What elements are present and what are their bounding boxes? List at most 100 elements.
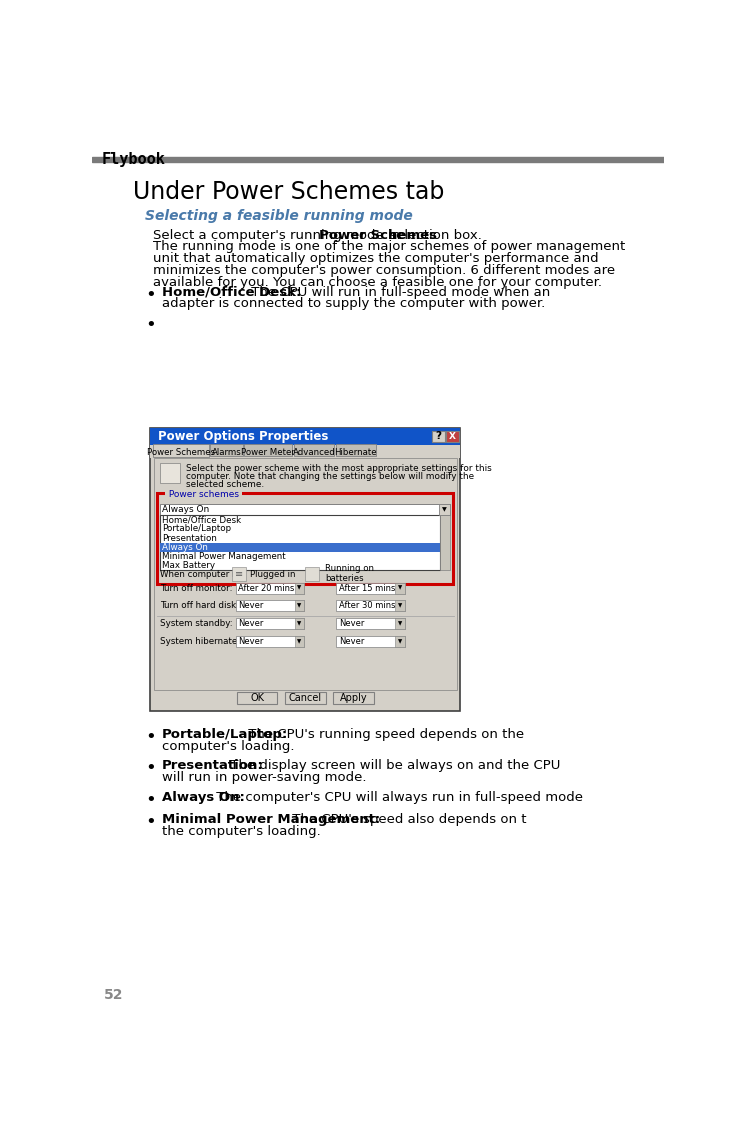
Bar [432, 431, 445, 442]
Bar [159, 543, 441, 552]
Text: computer. Note that changing the settings below will modify the: computer. Note that changing the setting… [186, 472, 474, 482]
Text: the computer's loading.: the computer's loading. [162, 825, 321, 837]
Bar [396, 600, 404, 612]
Bar [154, 458, 457, 690]
Text: unit that automatically optimizes the computer's performance and: unit that automatically optimizes the co… [153, 252, 599, 266]
Text: ▼: ▼ [398, 604, 402, 608]
Text: System standby:: System standby: [159, 620, 232, 628]
Text: Running on
batteries: Running on batteries [325, 564, 373, 583]
Bar [210, 444, 243, 456]
Text: Power Schemes: Power Schemes [147, 447, 215, 456]
Text: Power schemes: Power schemes [166, 489, 242, 499]
Text: After 15 mins: After 15 mins [339, 584, 395, 592]
Text: ▼: ▼ [442, 507, 447, 512]
Bar [439, 504, 449, 515]
Bar [235, 600, 304, 612]
Bar [396, 583, 404, 593]
Bar [153, 444, 209, 458]
Text: Under Power Schemes tab: Under Power Schemes tab [133, 180, 444, 204]
Text: Turn off monitor:: Turn off monitor: [159, 584, 232, 592]
Text: The CPU will run in full-speed mode when an: The CPU will run in full-speed mode when… [247, 285, 551, 299]
Bar [337, 618, 404, 629]
Bar [285, 693, 325, 704]
Text: ▼: ▼ [297, 585, 301, 591]
Text: X: X [449, 432, 456, 440]
Text: Always On:: Always On: [162, 792, 245, 804]
Text: Never: Never [238, 620, 263, 628]
Text: The running mode is one of the major schemes of power management: The running mode is one of the major sch… [153, 241, 625, 253]
Bar [92, 157, 664, 162]
Bar [237, 693, 277, 704]
Bar [396, 636, 404, 647]
Text: The display screen will be always on and the CPU: The display screen will be always on and… [227, 759, 561, 772]
Text: Never: Never [238, 637, 263, 646]
Bar [306, 567, 320, 581]
Text: •: • [145, 285, 156, 304]
Text: ▼: ▼ [398, 585, 402, 591]
Text: adapter is connected to supply the computer with power.: adapter is connected to supply the compu… [162, 298, 545, 310]
Bar [151, 428, 461, 445]
Text: ▼: ▼ [297, 639, 301, 644]
Text: Never: Never [339, 637, 364, 646]
Text: The computer's CPU will always run in full-speed mode: The computer's CPU will always run in fu… [213, 792, 583, 804]
Text: •: • [145, 792, 156, 809]
Text: Portable/Laptop: Portable/Laptop [162, 525, 231, 533]
Text: Select the power scheme with the most appropriate settings for this: Select the power scheme with the most ap… [186, 464, 492, 474]
Bar [337, 583, 404, 593]
Bar [336, 444, 376, 456]
Text: Power Meter: Power Meter [241, 447, 295, 456]
Bar [396, 618, 404, 629]
Bar [294, 636, 304, 647]
Bar [151, 445, 461, 458]
Text: Max Battery: Max Battery [162, 561, 215, 570]
Text: ?: ? [435, 431, 441, 442]
Bar [159, 504, 449, 515]
Bar [159, 463, 180, 484]
Bar [159, 515, 441, 570]
Bar [244, 444, 292, 456]
Text: Never: Never [238, 601, 263, 610]
Text: Home/Office Desk:: Home/Office Desk: [162, 285, 301, 299]
Text: The CPU's running speed depends on the: The CPU's running speed depends on the [244, 728, 524, 742]
Text: selected scheme.: selected scheme. [186, 480, 264, 489]
Text: Presentation:: Presentation: [162, 759, 263, 772]
Text: ▼: ▼ [297, 621, 301, 626]
Text: Apply: Apply [339, 694, 368, 703]
Text: ▼: ▼ [297, 604, 301, 608]
Text: OK: OK [250, 694, 264, 703]
Text: Portable/Laptop:: Portable/Laptop: [162, 728, 289, 742]
Text: Never: Never [339, 620, 364, 628]
Bar [294, 583, 304, 593]
Bar [151, 428, 461, 711]
Text: After 20 mins: After 20 mins [238, 584, 294, 592]
Text: When computer is:: When computer is: [159, 569, 241, 578]
Text: Hibernate: Hibernate [334, 447, 377, 456]
Text: •: • [145, 728, 156, 746]
Text: Always On: Always On [162, 505, 210, 515]
Bar [235, 618, 304, 629]
Bar [337, 600, 404, 612]
Text: •: • [145, 814, 156, 831]
Text: Always On: Always On [162, 543, 208, 552]
Bar [446, 431, 459, 442]
Bar [334, 693, 373, 704]
Text: Presentation: Presentation [162, 534, 217, 543]
Text: After 30 mins: After 30 mins [339, 601, 396, 610]
Text: ≡: ≡ [235, 569, 243, 580]
Text: The CPU's speed also depends on t: The CPU's speed also depends on t [289, 814, 527, 826]
Text: 52: 52 [104, 988, 123, 1002]
Bar [294, 444, 334, 456]
Text: computer's loading.: computer's loading. [162, 741, 294, 753]
Text: Minimal Power Management: Minimal Power Management [162, 552, 286, 561]
Text: available for you. You can choose a feasible one for your computer.: available for you. You can choose a feas… [153, 276, 601, 290]
Text: ▼: ▼ [398, 639, 402, 644]
Text: Advanced: Advanced [292, 447, 335, 456]
Bar [235, 583, 304, 593]
Bar [441, 515, 449, 570]
Text: Selecting a feasible running mode: Selecting a feasible running mode [145, 209, 413, 222]
Text: minimizes the computer's power consumption. 6 different modes are: minimizes the computer's power consumpti… [153, 265, 615, 277]
Bar [337, 636, 404, 647]
Text: Cancel: Cancel [289, 694, 322, 703]
Bar [294, 618, 304, 629]
Bar [235, 636, 304, 647]
